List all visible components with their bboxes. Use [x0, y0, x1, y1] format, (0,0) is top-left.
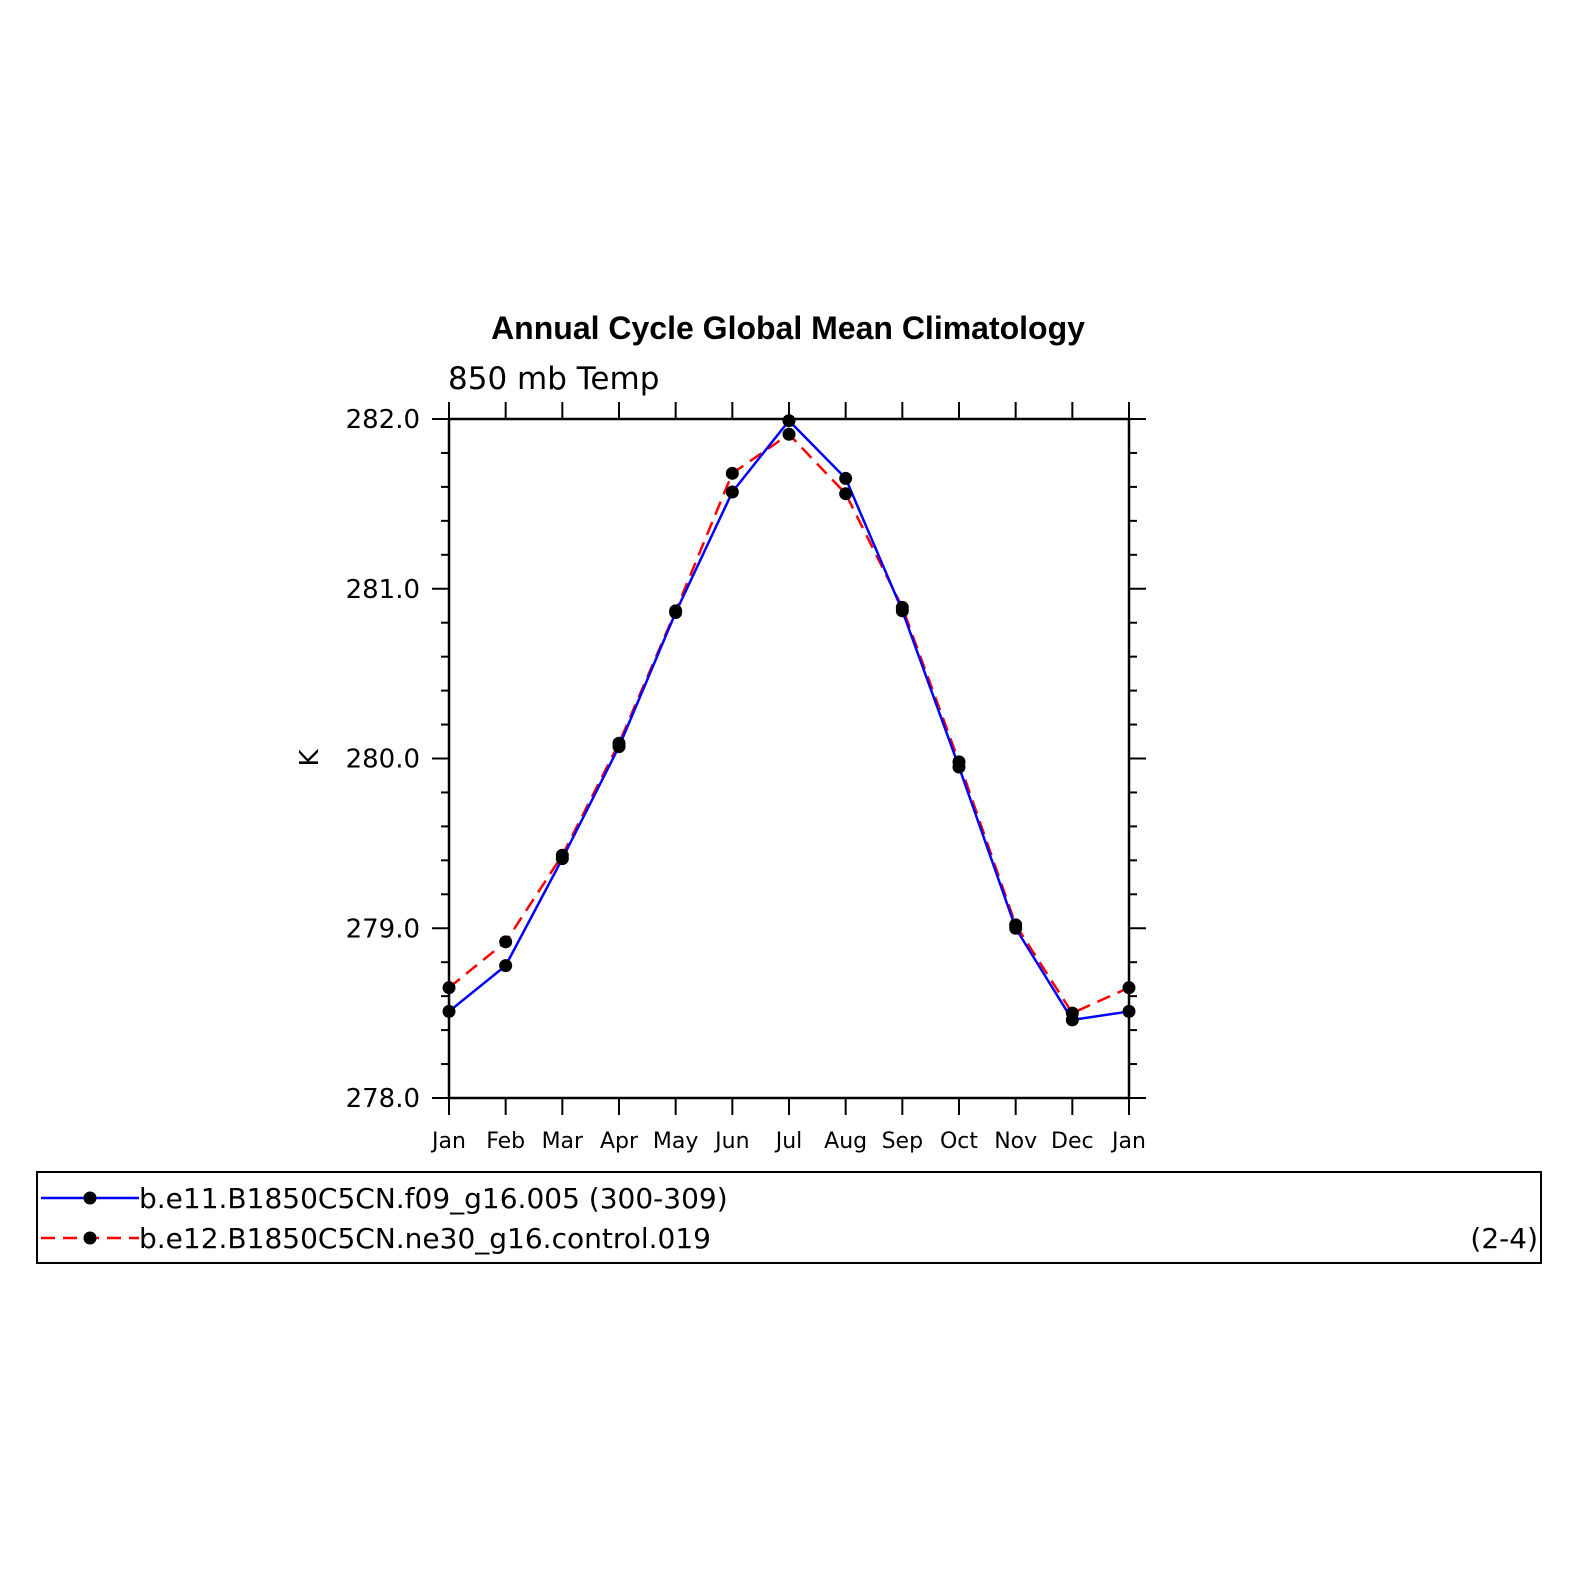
x-tick-label: Jan	[1110, 1129, 1146, 1154]
series-0-point	[442, 1004, 456, 1018]
series-0-point	[839, 471, 853, 485]
series-1-point	[1122, 981, 1136, 995]
series-0-point	[1065, 1013, 1079, 1027]
y-tick-label: 279.0	[346, 914, 420, 944]
series-1-point	[782, 427, 796, 441]
plot-frame	[447, 417, 1131, 1100]
x-tick-label: Jan	[430, 1129, 466, 1154]
x-tick-label: Dec	[1051, 1129, 1094, 1154]
series-0-point	[1122, 1004, 1136, 1018]
series-0-point	[782, 414, 796, 428]
legend-label-1: b.e12.B1850C5CN.ne30_g16.control.019	[139, 1222, 711, 1255]
x-tick-label: Aug	[824, 1129, 867, 1154]
series-0-point	[952, 760, 966, 774]
legend-note: (2-4)	[1470, 1222, 1538, 1255]
legend-box	[36, 1171, 1542, 1264]
legend-marker-0	[83, 1191, 97, 1205]
series-0-point	[555, 852, 569, 866]
series-1-point	[725, 466, 739, 480]
x-tick-label: May	[653, 1129, 698, 1154]
x-tick-label: Jul	[774, 1129, 803, 1154]
series-1-point	[839, 487, 853, 501]
y-tick-label: 278.0	[346, 1084, 420, 1114]
legend: b.e11.B1850C5CN.f09_g16.005 (300-309) b.…	[36, 1171, 1542, 1264]
x-tick-label: Sep	[882, 1129, 923, 1154]
chart-title: Annual Cycle Global Mean Climatology	[491, 310, 1085, 346]
series-layer	[442, 414, 1136, 1027]
series-1-point	[442, 981, 456, 995]
series-0-point	[612, 740, 626, 754]
series-0-point	[895, 604, 909, 618]
x-tick-label: Feb	[486, 1129, 525, 1154]
y-tick-label: 280.0	[346, 745, 420, 775]
x-tick-label: Nov	[994, 1129, 1037, 1154]
x-tick-label: Oct	[940, 1129, 978, 1154]
series-line-1	[448, 433, 1130, 1015]
x-tick-label: Mar	[542, 1129, 584, 1154]
y-tick-label: 282.0	[346, 405, 420, 435]
x-tick-label: Jun	[713, 1129, 749, 1154]
y-axis-label: K	[295, 749, 325, 767]
series-0-point	[669, 606, 683, 620]
legend-marker-1	[83, 1231, 97, 1245]
axes: 278.0 279.0 280.0 281.0 282.0 Jan Feb Mar Apr May…	[346, 402, 1146, 1154]
chart-subtitle: 850 mb Temp	[448, 361, 659, 397]
series-line-0	[448, 419, 1130, 1022]
x-tick-label: Apr	[600, 1129, 639, 1154]
legend-label-0: b.e11.B1850C5CN.f09_g16.005 (300-309)	[139, 1182, 728, 1215]
y-tick-label: 281.0	[346, 575, 420, 605]
series-0-point	[725, 485, 739, 499]
series-0-point	[499, 959, 513, 973]
series-0-point	[1009, 921, 1023, 935]
series-1-point	[499, 935, 513, 949]
